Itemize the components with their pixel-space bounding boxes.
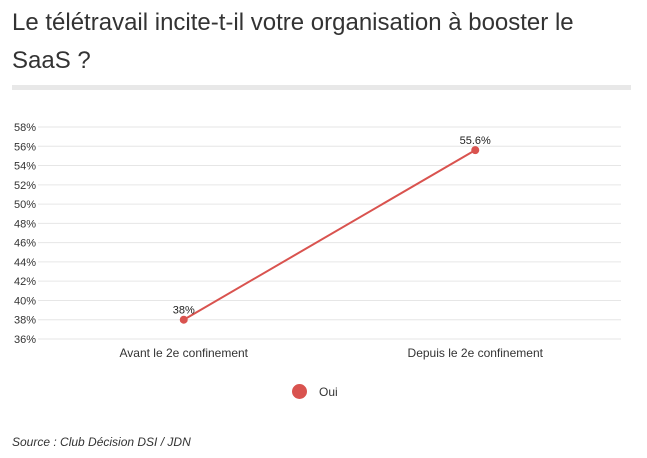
- series-line: [183, 149, 476, 321]
- series-oui: 38% 55.6%: [173, 135, 491, 324]
- legend-label-oui: Oui: [319, 384, 338, 399]
- legend[interactable]: Oui: [292, 384, 338, 399]
- x-axis-labels: Avant le 2e confinement Depuis le 2e conf…: [119, 346, 543, 360]
- y-tick-label: 40%: [14, 295, 36, 307]
- y-tick-label: 52%: [14, 180, 36, 192]
- y-tick-label: 42%: [14, 276, 36, 288]
- x-tick-label: Depuis le 2e confinement: [408, 346, 544, 360]
- y-tick-label: 38%: [14, 315, 36, 327]
- gridlines: [38, 126, 621, 340]
- data-point: [179, 315, 188, 324]
- data-label: 55.6%: [460, 135, 491, 147]
- y-tick-label: 50%: [14, 199, 36, 211]
- title-divider: [12, 85, 631, 90]
- line-chart: 58% 56% 54% 52% 50% 48% 46% 44% 42% 40% 38% 36% Ava…: [14, 122, 621, 360]
- source-note: Source : Club Décision DSI / JDN: [12, 435, 191, 449]
- x-tick-label: Avant le 2e confinement: [119, 346, 248, 360]
- data-label: 38%: [173, 305, 195, 317]
- data-point: [471, 146, 480, 155]
- y-tick-label: 56%: [14, 141, 36, 153]
- y-tick-label: 48%: [14, 218, 36, 230]
- y-tick-label: 58%: [14, 122, 36, 134]
- y-axis-ticks: 58% 56% 54% 52% 50% 48% 46% 44% 42% 40% 38% 36%: [14, 122, 36, 346]
- chart-title: Le télétravail incite-t-il votre organis…: [12, 9, 574, 74]
- y-tick-label: 54%: [14, 161, 36, 173]
- y-tick-label: 36%: [14, 334, 36, 346]
- legend-marker-oui: [292, 384, 307, 399]
- y-tick-label: 46%: [14, 238, 36, 250]
- y-tick-label: 44%: [14, 257, 36, 269]
